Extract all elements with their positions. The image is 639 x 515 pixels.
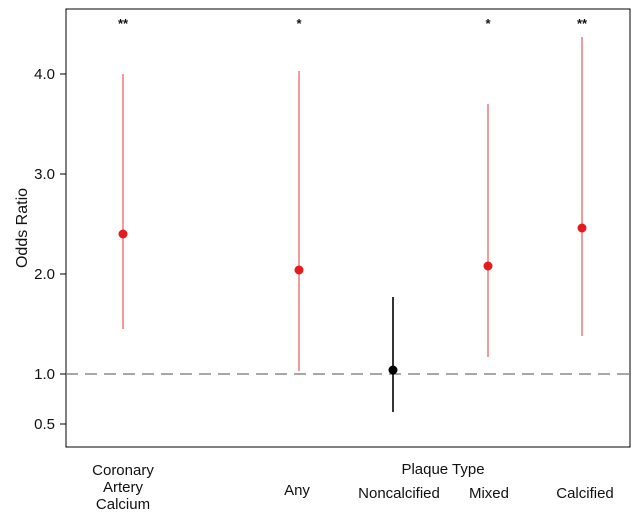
x-category-label: Any: [284, 482, 310, 499]
y-tick-label: 3.0: [34, 166, 55, 183]
data-marks: ** * * **: [118, 16, 588, 412]
x-category-label: Noncalcified: [358, 485, 440, 502]
or-point: [577, 223, 587, 233]
or-point: [483, 261, 493, 271]
significance-label: **: [118, 16, 129, 31]
y-axis: 0.5 1.0 2.0 3.0 4.0: [34, 66, 66, 433]
x-category-label: Calcified: [556, 485, 614, 502]
plot-frame: [65, 8, 631, 448]
or-point: [118, 229, 128, 239]
significance-label: *: [485, 16, 491, 31]
y-tick-label: 1.0: [34, 366, 55, 383]
x-category-label: Mixed: [469, 485, 509, 502]
y-tick-label: 4.0: [34, 66, 55, 83]
x-category-label: Artery: [103, 479, 144, 496]
group-label: Plaque Type: [401, 461, 484, 478]
or-point: [294, 265, 304, 275]
y-tick-label: 0.5: [34, 416, 55, 433]
y-tick-label: 2.0: [34, 266, 55, 283]
significance-label: **: [577, 16, 588, 31]
y-axis-title: Odds Ratio: [14, 188, 31, 268]
x-category-label: Coronary: [92, 462, 154, 479]
or-point: [388, 365, 398, 375]
significance-label: *: [296, 16, 302, 31]
x-category-label: Calcium: [96, 496, 150, 513]
